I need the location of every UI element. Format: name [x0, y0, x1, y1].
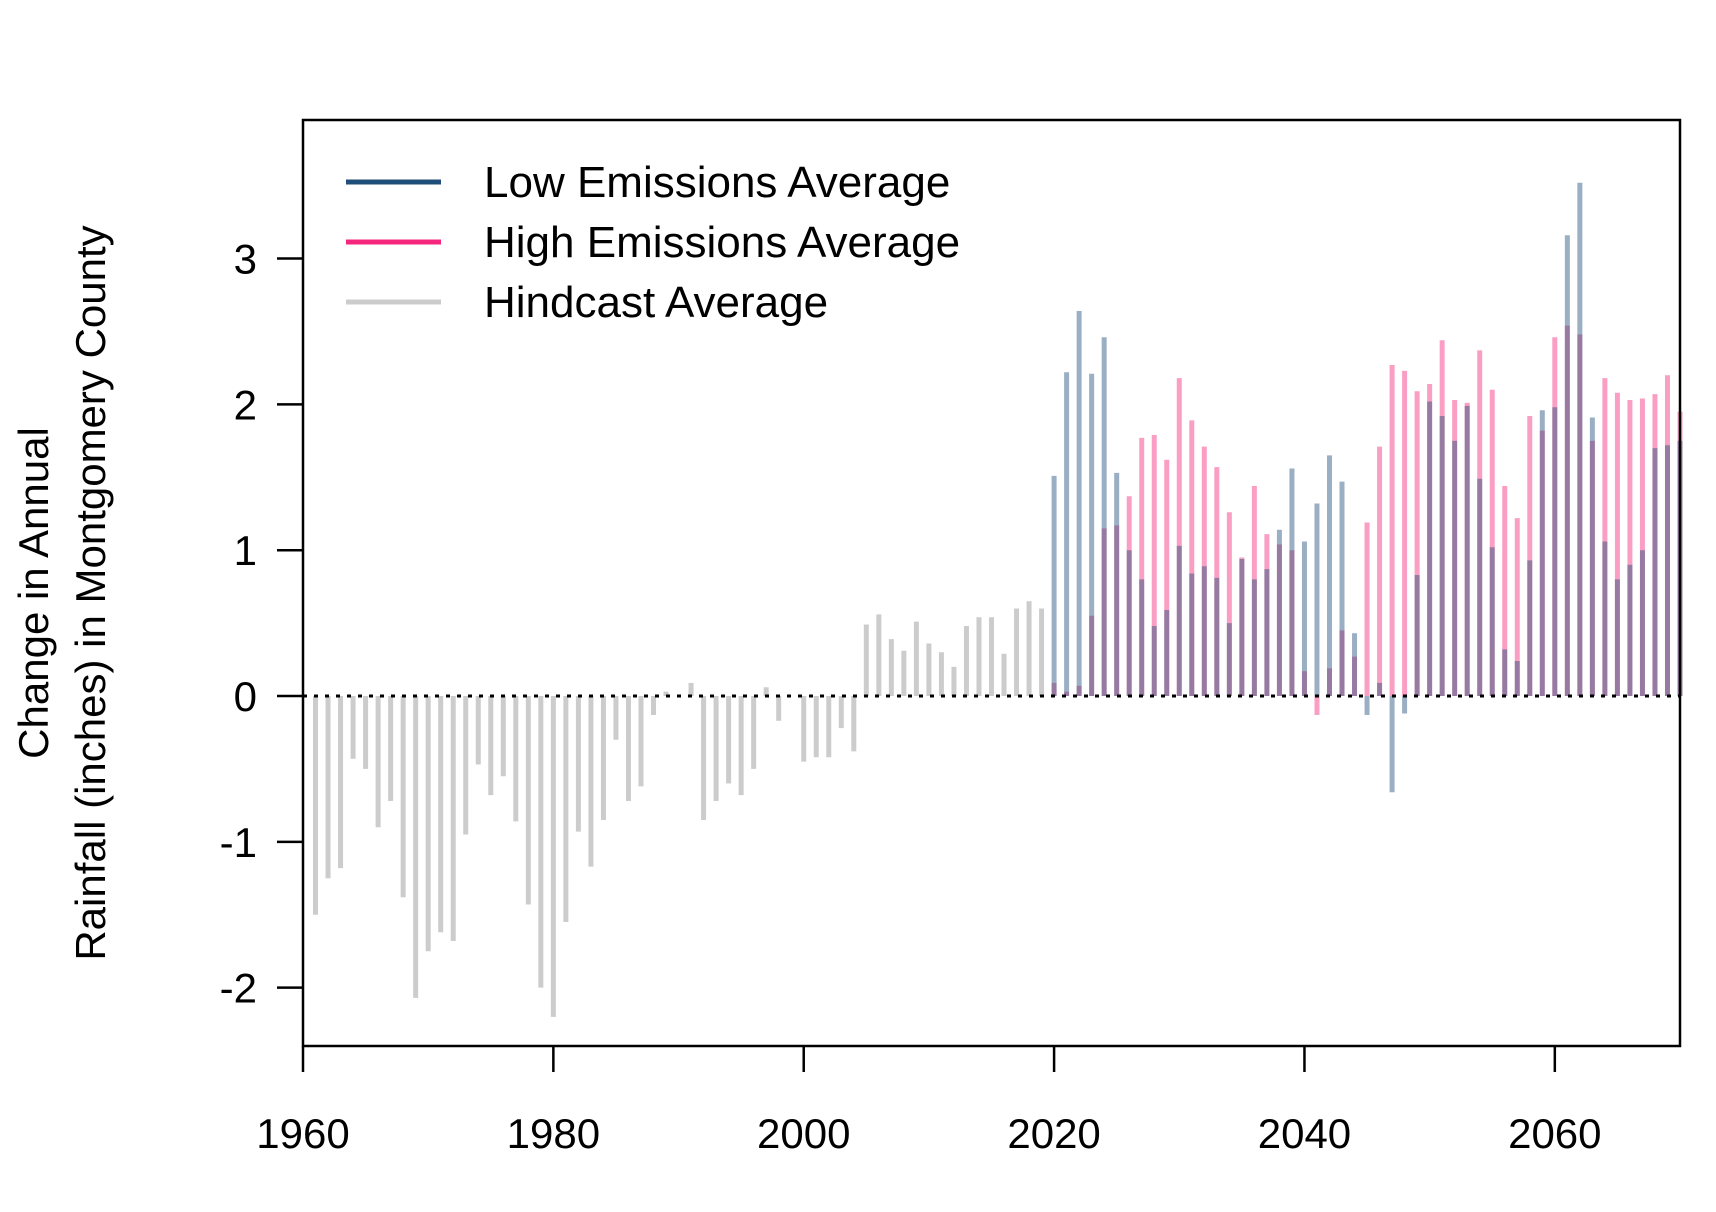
y-tick-label-3: 3 [234, 236, 257, 283]
legend-label-high-emissions-average: High Emissions Average [484, 218, 960, 267]
x-axis: 1960 1980 2000 2020 2040 2060 [256, 1046, 1602, 1157]
y-tick-label--1: -1 [220, 819, 257, 866]
y-tick-label-2: 2 [234, 381, 257, 428]
x-tick-label-2040: 2040 [1258, 1110, 1351, 1157]
y-axis-title-line-2: Rainfall (inches) in Montgomery County [67, 225, 114, 960]
low-emissions-series [1051, 182, 1683, 793]
legend-label-hindcast-average: Hindcast Average [484, 278, 828, 327]
legend-label-low-emissions-average: Low Emissions Average [484, 158, 950, 207]
x-tick-label-1960: 1960 [256, 1110, 349, 1157]
x-tick-label-1980: 1980 [507, 1110, 600, 1157]
high-emissions-series [1051, 325, 1683, 715]
y-axis: -2 -1 0 1 2 3 [220, 236, 303, 1012]
x-tick-label-2000: 2000 [757, 1110, 850, 1157]
x-tick-label-2060: 2060 [1508, 1110, 1601, 1157]
plot-frame [301, 118, 1682, 1048]
y-tick-label-1: 1 [234, 527, 257, 574]
y-tick-label--2: -2 [220, 965, 257, 1012]
hindcast-series [313, 601, 1045, 1017]
x-tick-label-2020: 2020 [1007, 1110, 1100, 1157]
y-tick-label-0: 0 [234, 673, 257, 720]
y-axis-title-line-1: Change in Annual [10, 427, 57, 759]
legend: Low Emissions Average High Emissions Aver… [346, 158, 960, 327]
